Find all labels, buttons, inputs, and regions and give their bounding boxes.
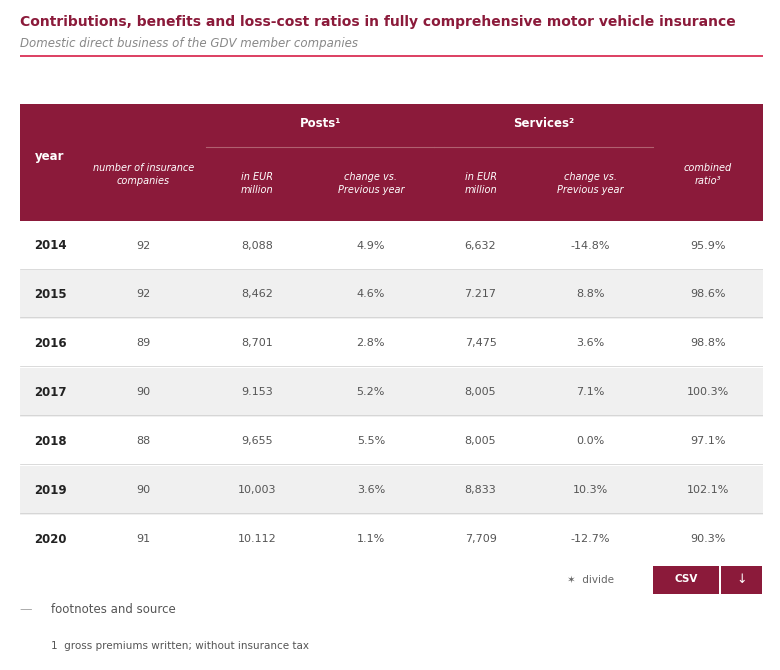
Text: 2019: 2019 <box>34 484 66 496</box>
Text: in EUR
million: in EUR million <box>464 172 497 195</box>
Text: 98.6%: 98.6% <box>690 289 725 299</box>
Text: Domestic direct business of the GDV member companies: Domestic direct business of the GDV memb… <box>20 37 357 50</box>
Text: 10.3%: 10.3% <box>573 485 608 495</box>
Text: in EUR
million: in EUR million <box>241 172 274 195</box>
Text: combined
ratio³: combined ratio³ <box>684 163 732 186</box>
Text: 4.9%: 4.9% <box>356 241 385 251</box>
Text: 102.1%: 102.1% <box>687 485 729 495</box>
Text: CSV: CSV <box>675 574 698 584</box>
FancyBboxPatch shape <box>722 565 762 594</box>
Text: number of insurance
companies: number of insurance companies <box>93 163 194 186</box>
Text: 97.1%: 97.1% <box>690 436 725 446</box>
Text: 8,005: 8,005 <box>465 387 496 397</box>
Text: 2017: 2017 <box>34 386 66 399</box>
Text: 2014: 2014 <box>34 239 66 252</box>
Text: ↓: ↓ <box>736 573 746 586</box>
Text: change vs.
Previous year: change vs. Previous year <box>338 172 404 195</box>
Text: 2018: 2018 <box>34 435 66 448</box>
Text: ✶  divide: ✶ divide <box>567 574 614 584</box>
Text: 91: 91 <box>136 534 151 544</box>
Text: 10.112: 10.112 <box>238 534 276 544</box>
Text: Contributions, benefits and loss-cost ratios in fully comprehensive motor vehicl: Contributions, benefits and loss-cost ra… <box>20 15 736 29</box>
Text: 9.153: 9.153 <box>241 387 273 397</box>
Text: 1.1%: 1.1% <box>356 534 385 544</box>
Text: 89: 89 <box>136 338 151 348</box>
Text: 8,462: 8,462 <box>241 289 273 299</box>
Text: 90: 90 <box>136 387 151 397</box>
Text: 2.8%: 2.8% <box>356 338 385 348</box>
Text: 10,003: 10,003 <box>238 485 276 495</box>
Text: 7,709: 7,709 <box>465 534 497 544</box>
Text: 9,655: 9,655 <box>241 436 273 446</box>
Text: —: — <box>20 603 32 616</box>
Text: 1  gross premiums written; without insurance tax: 1 gross premiums written; without insura… <box>51 641 309 651</box>
Text: 7.1%: 7.1% <box>576 387 604 397</box>
Text: 3.6%: 3.6% <box>576 338 604 348</box>
Text: 92: 92 <box>136 241 151 251</box>
Text: 7,475: 7,475 <box>465 338 497 348</box>
Text: -14.8%: -14.8% <box>570 241 610 251</box>
Text: 8,088: 8,088 <box>241 241 273 251</box>
Text: 90.3%: 90.3% <box>690 534 725 544</box>
Text: 2016: 2016 <box>34 337 66 350</box>
Text: 2015: 2015 <box>34 288 66 301</box>
Text: 8,005: 8,005 <box>465 436 496 446</box>
Text: 5.2%: 5.2% <box>356 387 385 397</box>
Text: Posts¹: Posts¹ <box>300 117 341 130</box>
Text: 7.217: 7.217 <box>465 289 497 299</box>
Text: 100.3%: 100.3% <box>687 387 729 397</box>
Text: change vs.
Previous year: change vs. Previous year <box>557 172 623 195</box>
Text: 3.6%: 3.6% <box>356 485 385 495</box>
Text: 8,701: 8,701 <box>241 338 273 348</box>
Text: 4.6%: 4.6% <box>356 289 385 299</box>
Text: -12.7%: -12.7% <box>570 534 610 544</box>
Text: 5.5%: 5.5% <box>356 436 385 446</box>
Text: year: year <box>35 150 65 163</box>
Text: 0.0%: 0.0% <box>576 436 604 446</box>
Text: 90: 90 <box>136 485 151 495</box>
Text: Services²: Services² <box>513 117 574 130</box>
Text: 8,833: 8,833 <box>465 485 496 495</box>
Text: 2020: 2020 <box>34 533 66 545</box>
Text: 98.8%: 98.8% <box>690 338 726 348</box>
Text: 92: 92 <box>136 289 151 299</box>
Text: 88: 88 <box>136 436 151 446</box>
Text: footnotes and source: footnotes and source <box>51 603 176 616</box>
FancyBboxPatch shape <box>653 565 719 594</box>
Text: 95.9%: 95.9% <box>690 241 725 251</box>
Text: 8.8%: 8.8% <box>576 289 604 299</box>
Text: 6,632: 6,632 <box>465 241 496 251</box>
